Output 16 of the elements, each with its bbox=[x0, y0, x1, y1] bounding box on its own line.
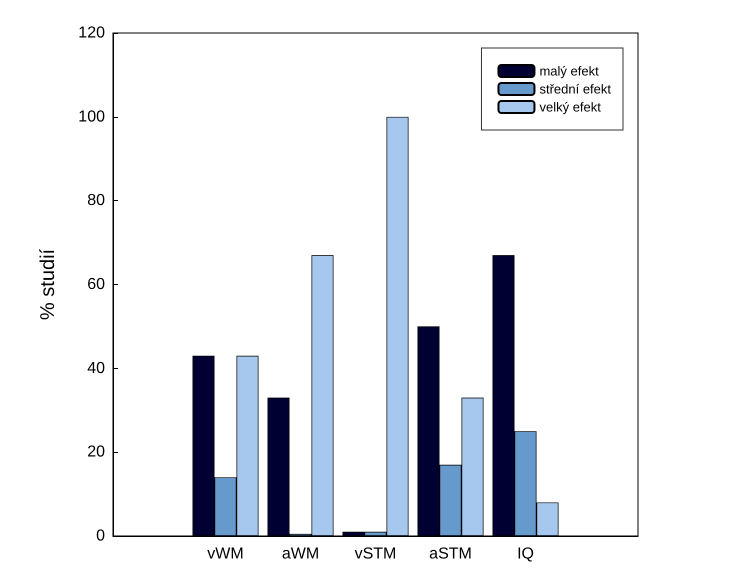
y-tick-label: 0 bbox=[96, 528, 106, 544]
y-tick-label: 20 bbox=[87, 444, 106, 461]
legend-label: malý efekt bbox=[539, 64, 600, 78]
y-tick-label: 60 bbox=[87, 276, 106, 293]
y-tick-label: 40 bbox=[87, 360, 106, 377]
x-tick-label: vSTM bbox=[354, 546, 396, 562]
legend-label: střední efekt bbox=[539, 82, 612, 96]
x-tick-label: aWM bbox=[282, 546, 320, 562]
y-tick-label: 80 bbox=[87, 192, 106, 210]
x-tick-label: vWM bbox=[207, 546, 244, 562]
y-axis-title: % studií bbox=[37, 248, 59, 320]
legend-label: velký efekt bbox=[539, 100, 602, 114]
x-tick-label: IQ bbox=[517, 546, 534, 562]
x-tick-label: aSTM bbox=[429, 546, 472, 562]
y-tick-label: 100 bbox=[78, 108, 106, 126]
y-tick-label: 120 bbox=[78, 24, 106, 42]
